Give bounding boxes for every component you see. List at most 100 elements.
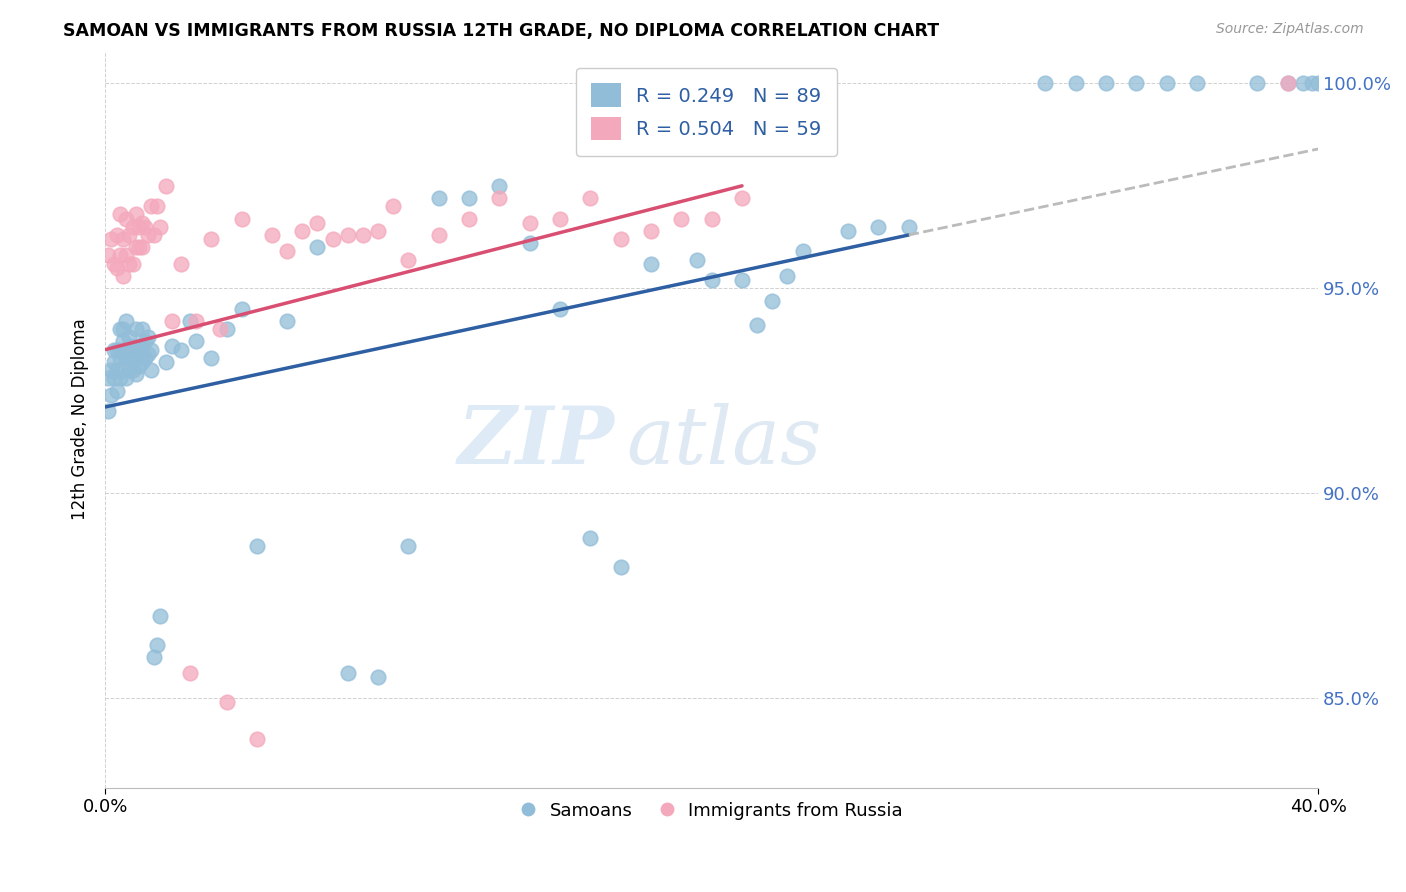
Point xyxy=(367,670,389,684)
Point xyxy=(115,343,138,357)
Point xyxy=(186,314,208,328)
Point xyxy=(139,343,162,357)
Point xyxy=(112,322,135,336)
Point xyxy=(382,199,405,213)
Point xyxy=(868,219,890,234)
Point xyxy=(579,531,602,545)
Point xyxy=(110,322,132,336)
Point xyxy=(145,638,167,652)
Point xyxy=(352,227,374,242)
Point xyxy=(160,314,183,328)
Point xyxy=(100,387,122,401)
Point xyxy=(731,273,754,287)
Point xyxy=(231,211,253,226)
Point xyxy=(170,257,193,271)
Point xyxy=(155,178,177,193)
Point xyxy=(276,314,298,328)
Point xyxy=(1292,77,1315,91)
Text: Source: ZipAtlas.com: Source: ZipAtlas.com xyxy=(1216,22,1364,37)
Point xyxy=(761,293,783,308)
Point xyxy=(747,318,769,332)
Point xyxy=(105,384,128,398)
Point xyxy=(579,191,602,205)
Legend: Samoans, Immigrants from Russia: Samoans, Immigrants from Russia xyxy=(513,794,910,827)
Point xyxy=(124,322,146,336)
Point xyxy=(136,227,159,242)
Point xyxy=(322,232,344,246)
Point xyxy=(131,338,153,352)
Point xyxy=(121,257,143,271)
Point xyxy=(548,211,571,226)
Point xyxy=(103,257,125,271)
Point xyxy=(792,244,814,259)
Point xyxy=(112,268,135,283)
Point xyxy=(276,244,298,259)
Point xyxy=(103,355,125,369)
Point xyxy=(1033,77,1056,91)
Point xyxy=(1301,77,1323,91)
Point xyxy=(367,224,389,238)
Point xyxy=(731,191,754,205)
Point xyxy=(134,351,156,365)
Point xyxy=(128,240,150,254)
Point xyxy=(134,219,156,234)
Point xyxy=(519,236,541,251)
Point xyxy=(488,178,510,193)
Point xyxy=(121,351,143,365)
Point xyxy=(149,608,172,623)
Point xyxy=(100,232,122,246)
Point xyxy=(118,227,141,242)
Point xyxy=(179,314,201,328)
Point xyxy=(105,363,128,377)
Point xyxy=(118,330,141,344)
Point xyxy=(124,343,146,357)
Point xyxy=(458,191,481,205)
Point xyxy=(179,666,201,681)
Point xyxy=(134,334,156,349)
Point xyxy=(118,363,141,377)
Point xyxy=(131,216,153,230)
Point xyxy=(246,539,269,553)
Point xyxy=(700,211,723,226)
Point xyxy=(110,207,132,221)
Point xyxy=(170,343,193,357)
Point xyxy=(128,359,150,373)
Point xyxy=(128,338,150,352)
Point xyxy=(121,338,143,352)
Point xyxy=(112,363,135,377)
Point xyxy=(131,322,153,336)
Point xyxy=(209,322,232,336)
Point xyxy=(124,368,146,382)
Point xyxy=(97,371,120,385)
Y-axis label: 12th Grade, No Diploma: 12th Grade, No Diploma xyxy=(72,318,89,520)
Point xyxy=(110,248,132,262)
Point xyxy=(640,257,662,271)
Point xyxy=(291,224,314,238)
Point xyxy=(186,334,208,349)
Point xyxy=(609,559,631,574)
Point xyxy=(458,211,481,226)
Point xyxy=(100,363,122,377)
Point xyxy=(1308,77,1330,91)
Point xyxy=(336,666,359,681)
Point xyxy=(1064,77,1087,91)
Point xyxy=(260,227,283,242)
Point xyxy=(671,211,693,226)
Point xyxy=(139,199,162,213)
Text: ZIP: ZIP xyxy=(458,402,614,480)
Point xyxy=(398,252,420,267)
Point xyxy=(200,351,222,365)
Point xyxy=(121,219,143,234)
Point xyxy=(115,371,138,385)
Point xyxy=(307,240,329,254)
Point xyxy=(121,363,143,377)
Point xyxy=(103,343,125,357)
Point xyxy=(105,260,128,275)
Point xyxy=(155,355,177,369)
Point xyxy=(398,539,420,553)
Point xyxy=(97,248,120,262)
Point xyxy=(837,224,859,238)
Point xyxy=(110,351,132,365)
Point xyxy=(149,219,172,234)
Point xyxy=(215,695,238,709)
